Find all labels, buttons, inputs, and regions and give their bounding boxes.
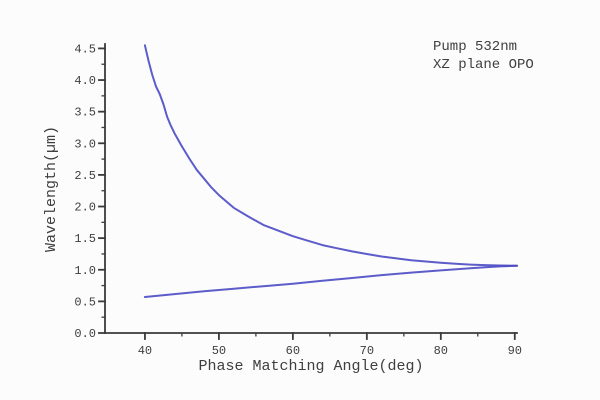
curve-idler-branch [143, 44, 518, 267]
x-axis-title: Phase Matching Angle(deg) [198, 358, 423, 375]
x-tick-label: 70 [360, 344, 374, 358]
x-tick-label: 50 [212, 344, 226, 358]
y-tick-label: 3.0 [74, 137, 96, 151]
annotation-pump: Pump 532nm [433, 39, 517, 55]
y-tick-label: 1.5 [74, 232, 96, 246]
curve-signal-branch [143, 264, 518, 298]
y-tick-label: 2.5 [74, 169, 96, 183]
y-tick-label: 0.5 [74, 295, 96, 309]
y-tick-label: 3.5 [74, 106, 96, 120]
x-tick-label: 80 [434, 344, 448, 358]
curves [143, 44, 518, 298]
y-tick-label: 1.0 [74, 264, 96, 278]
annotation-plane: XZ plane OPO [433, 57, 534, 73]
axes: 40 50 60 70 80 90 0.0 0.5 1.0 1.5 2.0 2.5 3.0 3.5 4.0 4… [74, 42, 522, 358]
x-tick-label: 60 [286, 344, 300, 358]
x-tick-label: 40 [138, 344, 152, 358]
y-tick-label: 2.0 [74, 201, 96, 215]
y-tick-label: 0.0 [74, 327, 96, 341]
y-tick-label: 4.0 [74, 74, 96, 88]
y-tick-label: 4.5 [74, 42, 96, 56]
y-axis-title: Wavelength(µm) [43, 126, 60, 252]
x-tick-label: 90 [508, 344, 522, 358]
